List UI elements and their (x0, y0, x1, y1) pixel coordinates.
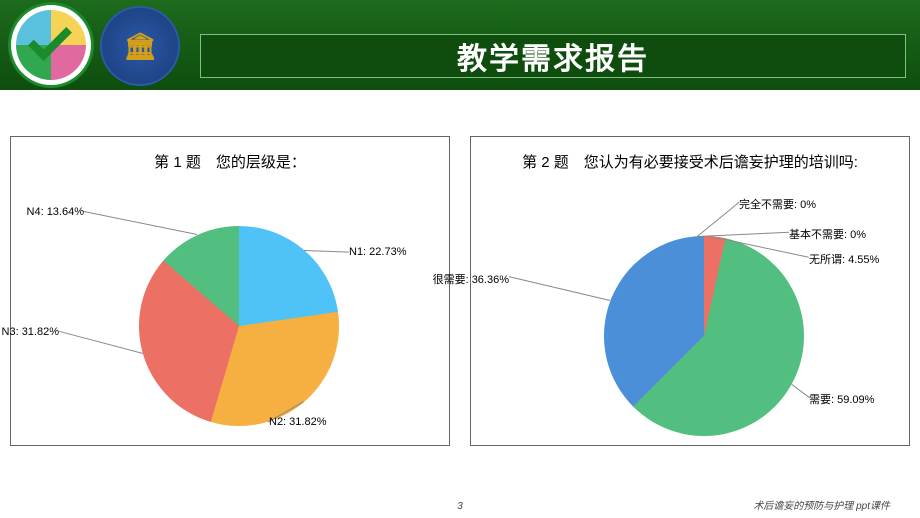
leader-line (509, 276, 611, 301)
slice-label: 需要: 59.09% (809, 391, 874, 407)
slice-label: N1: 22.73% (349, 246, 406, 258)
page-number: 3 (457, 501, 463, 512)
leader-line (84, 211, 198, 235)
chart2-question: 第 2 题 您认为有必要接受术后谵妄护理的培训吗: (479, 151, 901, 172)
slice-label: N4: 13.64% (27, 206, 84, 218)
page-title: 教学需求报告 (457, 34, 649, 78)
pie-disc (139, 226, 339, 426)
leader-line (791, 384, 809, 398)
chart1-question: 第 1 题 您的层级是： (19, 151, 441, 172)
logo-left (8, 2, 94, 88)
pie-disc (604, 236, 804, 436)
chart1-box: 第 1 题 您的层级是： N1: 22.73%N2: 31.82%N3: 31.… (10, 136, 450, 446)
slice-label: N2: 31.82% (269, 416, 326, 428)
logo-right-glyph: 🏛 (123, 31, 156, 62)
logo-left-inner (16, 10, 86, 80)
slice-label: N3: 31.82% (2, 326, 59, 338)
leader-line (697, 202, 740, 237)
logo-right: 🏛 (100, 6, 180, 86)
slice-label: 完全不需要: 0% (739, 196, 816, 212)
leader-line (304, 250, 349, 253)
slice-label: 无所谓: 4.55% (809, 251, 879, 267)
chart2-pie: 完全不需要: 0%基本不需要: 0%无所谓: 4.55%需要: 59.09%很需… (479, 176, 901, 426)
check-icon (28, 17, 72, 61)
chart2-box: 第 2 题 您认为有必要接受术后谵妄护理的培训吗: 完全不需要: 0% 基本不需要… (470, 136, 910, 446)
leader-line (59, 331, 143, 354)
charts-row: 第 1 题 您的层级是： N1: 22.73%N2: 31.82%N3: 31.… (10, 136, 910, 446)
chart1-pie: N1: 22.73%N2: 31.82%N3: 31.82%N4: 13.64% (19, 176, 441, 426)
title-bar: 教学需求报告 (200, 34, 906, 78)
footer-note: 术后谵妄的预防与护理 ppt课件 (753, 497, 890, 512)
slice-label: 很需要: 36.36% (433, 271, 509, 287)
slice-label: 基本不需要: 0% (789, 226, 866, 242)
